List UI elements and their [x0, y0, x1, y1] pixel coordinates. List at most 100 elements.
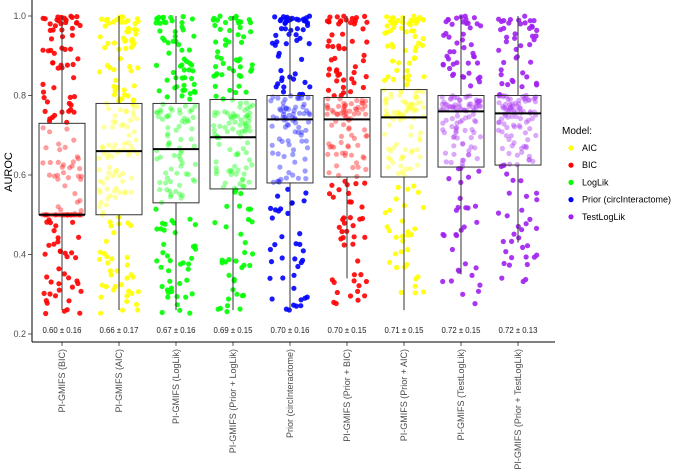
data-point — [135, 289, 141, 295]
mean-sd-annotation: 0.60 ± 0.16 — [43, 326, 82, 335]
data-point — [241, 262, 247, 268]
data-point — [117, 173, 123, 179]
data-point — [241, 171, 247, 177]
data-point — [268, 259, 275, 265]
data-point — [504, 106, 510, 112]
data-point — [359, 215, 366, 222]
data-point — [384, 111, 390, 117]
data-point — [43, 145, 49, 151]
data-point — [242, 240, 248, 246]
data-point — [166, 268, 172, 274]
data-point — [283, 306, 289, 312]
data-point — [292, 159, 298, 165]
data-point — [410, 148, 416, 154]
data-point — [237, 56, 243, 62]
data-point — [326, 170, 332, 176]
data-point — [65, 175, 71, 181]
data-point — [124, 275, 130, 281]
data-point — [77, 310, 83, 316]
data-point — [226, 120, 232, 126]
data-point — [167, 194, 174, 200]
data-point — [533, 132, 539, 139]
data-point — [523, 143, 529, 149]
legend-label: LogLik — [582, 177, 609, 187]
data-point — [519, 149, 525, 155]
data-point — [527, 126, 533, 132]
data-point — [66, 298, 72, 304]
data-point — [184, 117, 191, 123]
data-point — [248, 68, 254, 74]
data-point — [268, 205, 274, 211]
data-point — [503, 101, 509, 107]
data-point — [527, 18, 533, 24]
data-point — [97, 69, 103, 75]
data-point — [272, 14, 278, 20]
data-point — [523, 276, 529, 283]
data-point — [222, 19, 229, 26]
x-tick-label: PI-GMIFS (Prior + TestLogLik) — [513, 349, 523, 470]
data-point — [75, 56, 81, 62]
data-point — [399, 169, 406, 175]
data-point — [189, 255, 195, 261]
data-point — [412, 94, 418, 100]
data-point — [388, 91, 394, 97]
data-point — [281, 153, 287, 160]
data-point — [499, 275, 505, 281]
data-point — [62, 144, 68, 150]
data-point — [521, 96, 527, 102]
data-point — [282, 96, 288, 103]
data-point — [534, 252, 540, 258]
data-point — [177, 156, 184, 162]
data-point — [170, 69, 176, 76]
data-point — [189, 16, 195, 22]
data-point — [524, 74, 530, 80]
data-point — [100, 180, 106, 186]
data-point — [248, 29, 254, 35]
data-point — [240, 146, 246, 152]
data-point — [396, 60, 402, 66]
data-point — [179, 24, 185, 30]
data-point — [519, 207, 525, 213]
data-point — [58, 207, 64, 213]
mean-sd-annotation: 0.70 ± 0.15 — [328, 326, 368, 335]
data-point — [473, 119, 479, 125]
data-point — [164, 253, 171, 259]
data-point — [134, 116, 140, 122]
data-point — [217, 26, 223, 32]
data-point — [269, 142, 275, 148]
data-point — [159, 283, 165, 290]
data-point — [452, 102, 458, 108]
data-point — [534, 190, 540, 196]
data-point — [285, 138, 291, 144]
data-point — [398, 289, 404, 295]
data-point — [191, 81, 197, 87]
data-point — [238, 231, 244, 237]
data-point — [118, 282, 124, 288]
data-point — [114, 17, 120, 23]
data-point — [270, 179, 276, 185]
data-point — [360, 154, 366, 160]
data-point — [382, 131, 388, 137]
data-point — [475, 99, 481, 105]
data-point — [178, 163, 184, 169]
data-point — [244, 105, 250, 111]
data-point — [189, 126, 195, 132]
data-point — [303, 176, 309, 182]
data-point — [183, 171, 189, 177]
x-tick-label: PI-GMIFS (Prior + AIC) — [399, 349, 409, 441]
data-point — [286, 31, 292, 37]
data-point — [451, 151, 457, 157]
data-point — [330, 194, 336, 200]
data-point — [286, 170, 292, 176]
data-point — [156, 88, 162, 94]
data-point — [236, 83, 242, 89]
data-point — [351, 69, 357, 76]
data-point — [453, 130, 459, 136]
data-point — [412, 226, 418, 232]
data-point — [278, 107, 284, 113]
data-point — [412, 33, 418, 40]
data-point — [226, 65, 232, 71]
data-point — [213, 171, 219, 177]
data-point — [326, 19, 332, 25]
data-point — [466, 101, 472, 107]
